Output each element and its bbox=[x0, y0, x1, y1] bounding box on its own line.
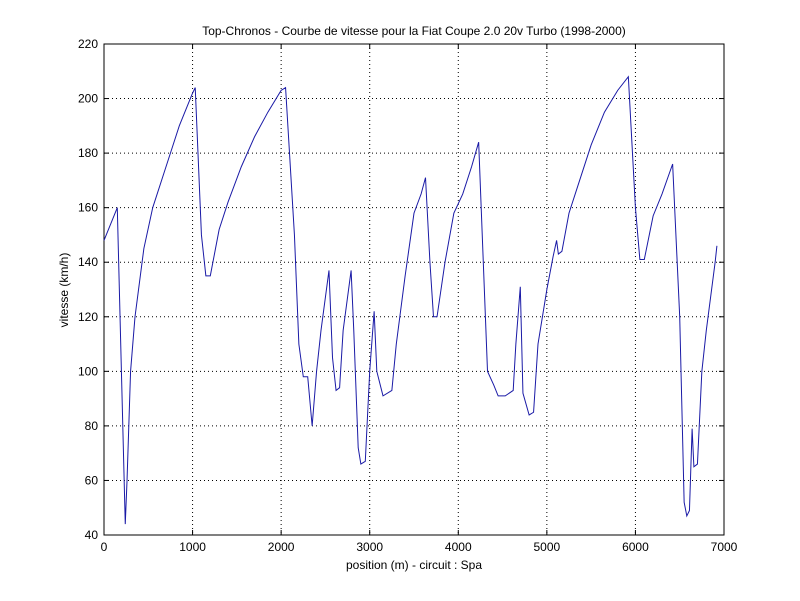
y-tick-label: 200 bbox=[78, 92, 98, 106]
chart-title: Top-Chronos - Courbe de vitesse pour la … bbox=[202, 24, 626, 38]
x-tick-label: 5000 bbox=[534, 540, 561, 554]
x-tick-label: 3000 bbox=[356, 540, 383, 554]
x-tick-label: 0 bbox=[101, 540, 108, 554]
y-tick-label: 100 bbox=[78, 364, 98, 378]
y-tick-label: 60 bbox=[85, 473, 99, 487]
y-axis-label: vitesse (km/h) bbox=[57, 253, 71, 328]
y-tick-label: 40 bbox=[85, 528, 99, 542]
x-tick-label: 1000 bbox=[179, 540, 206, 554]
y-tick-label: 80 bbox=[85, 419, 99, 433]
speed-line bbox=[103, 75, 718, 525]
x-axis-label: position (m) - circuit : Spa bbox=[346, 558, 482, 572]
plot-frame bbox=[103, 43, 725, 536]
y-tick-label: 180 bbox=[78, 146, 98, 160]
x-tick-label: 2000 bbox=[268, 540, 295, 554]
y-tick-label: 220 bbox=[78, 37, 98, 51]
y-tick-label: 160 bbox=[78, 201, 98, 215]
y-tick-label: 140 bbox=[78, 255, 98, 269]
x-tick-label: 6000 bbox=[622, 540, 649, 554]
y-tick-label: 120 bbox=[78, 310, 98, 324]
x-tick-label: 4000 bbox=[445, 540, 472, 554]
x-tick-label: 7000 bbox=[711, 540, 738, 554]
